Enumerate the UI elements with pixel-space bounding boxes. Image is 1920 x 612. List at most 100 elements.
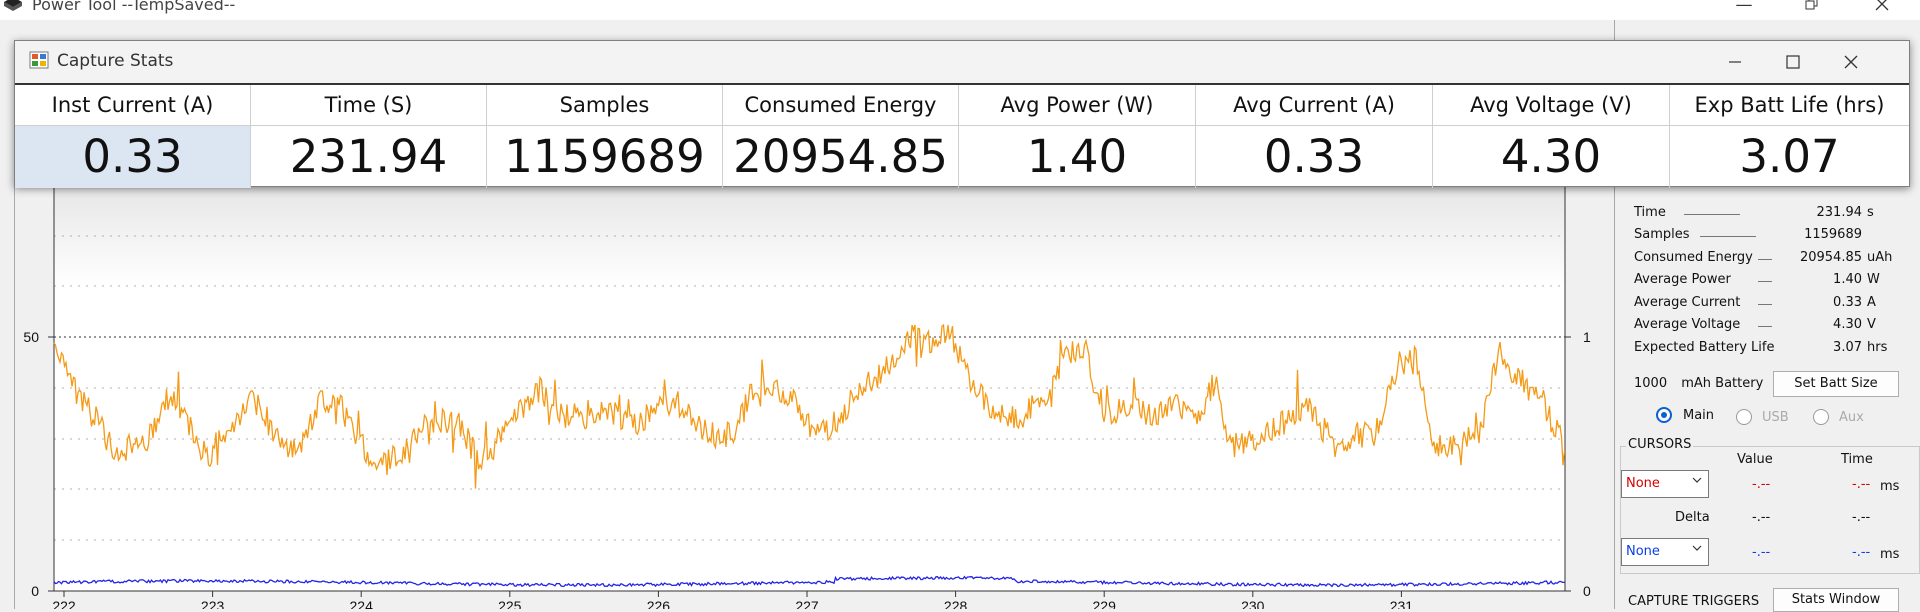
main-channel-radio[interactable] [1656,407,1672,423]
stat-label: Consumed Energy [1634,250,1753,265]
stats-minimize-icon[interactable] [1725,52,1745,72]
stat-row-expected-battery-life: Expected Battery Life 3.07 hrs [1634,340,1894,360]
x-tick-label: 223 [201,598,225,609]
stat-row-average-power: Average Power 1.40 W [1634,272,1894,292]
delta-time: -.-- [1852,510,1871,525]
stat-value: 4.30 [1833,317,1862,332]
stat-leader [1758,281,1772,282]
column-header: Avg Power (W) [959,85,1195,126]
voltage-trace [53,575,1565,588]
stat-unit: W [1867,272,1880,287]
x-tick-label: 228 [944,598,968,609]
close-button[interactable] [1870,0,1894,13]
cursors-group-title: CURSORS [1626,437,1694,452]
main-window-title: Power Tool --TempSaved-- [32,0,236,14]
chevron-down-icon [1692,477,1702,483]
column-value: 0.33 [1263,130,1365,183]
x-tick-label: 227 [795,598,819,609]
column-header: Samples [487,85,722,126]
column-header: Avg Current (A) [1196,85,1432,126]
restore-button[interactable] [1800,0,1824,13]
stat-column-avg-power[interactable]: Avg Power (W) 1.40 [959,85,1196,188]
cursor2-time: -.-- [1852,545,1871,560]
plot-area[interactable]: 50 0 1 0 222 223 224 225 226 227 228 229 230 231 [14,185,1611,609]
stat-column-time[interactable]: Time (S) 231.94 [251,85,487,188]
stat-column-samples[interactable]: Samples 1159689 [487,85,723,188]
stat-column-inst-current[interactable]: Inst Current (A) 0.33 [15,85,251,188]
waveform-chart[interactable]: 50 0 1 0 222 223 224 225 226 227 228 229 230 231 [15,185,1611,609]
x-axis-ticks: 222 223 224 225 226 227 228 229 230 231 [52,591,1413,609]
stat-leader [1700,236,1756,237]
column-header: Avg Voltage (V) [1433,85,1669,126]
aux-channel-radio[interactable] [1813,409,1829,425]
capture-stats-title: Capture Stats [57,51,174,71]
capture-stats-title-bar: Capture Stats [15,41,1909,83]
usb-channel-radio[interactable] [1736,409,1752,425]
column-value: 3.07 [1739,130,1840,183]
current-trace [53,323,1566,489]
stat-label: Samples [1634,227,1690,242]
set-batt-size-button[interactable]: Set Batt Size [1773,371,1899,397]
stat-unit: uAh [1867,250,1893,265]
main-title-bar: Power Tool --TempSaved-- — [0,0,1920,20]
minimize-button[interactable]: — [1735,0,1753,15]
cursor1-unit: ms [1880,479,1900,494]
cursor2-value: -.-- [1752,545,1771,560]
stat-row-samples: Samples 1159689 [1634,227,1894,247]
x-tick-label: 224 [350,598,374,609]
x-tick-label: 226 [647,598,671,609]
cursors-value-header: Value [1737,452,1773,467]
stat-column-avg-current[interactable]: Avg Current (A) 0.33 [1196,85,1433,188]
stat-column-avg-voltage[interactable]: Avg Voltage (V) 4.30 [1433,85,1670,188]
restore-icon [1805,0,1818,10]
column-value: 20954.85 [733,130,948,183]
stat-unit: s [1867,205,1874,220]
stat-row-consumed-energy: Consumed Energy 20954.85 uAh [1634,250,1894,270]
close-icon [1875,0,1889,11]
battery-size-label: mAh Battery [1681,376,1764,391]
column-header: Consumed Energy [723,85,958,126]
y-axis-ticks: 50 0 1 0 [23,329,1591,599]
stat-column-exp-batt-life[interactable]: Exp Batt Life (hrs) 3.07 [1670,85,1909,188]
column-value: 1.40 [1026,130,1128,183]
stat-value: 20954.85 [1799,250,1862,265]
x-tick-label: 230 [1241,598,1265,609]
stat-label: Expected Battery Life [1634,340,1775,355]
stats-maximize-icon[interactable] [1783,52,1803,72]
stat-leader [1758,326,1772,327]
stats-close-icon[interactable] [1841,52,1861,72]
cursor1-time: -.-- [1852,477,1871,492]
column-header: Time (S) [251,85,486,126]
stat-value: 1159689 [1804,227,1862,242]
x-tick-label: 222 [52,598,76,609]
column-header: Inst Current (A) [15,85,250,126]
main-channel-label: Main [1683,408,1715,423]
stat-row-average-voltage: Average Voltage 4.30 V [1634,317,1894,337]
battery-size-value: 1000 [1634,376,1668,391]
stat-unit: hrs [1867,340,1888,355]
stat-row-time: Time 231.94 s [1634,205,1894,225]
cursor1-select-value: None [1626,476,1660,491]
column-header: Exp Batt Life (hrs) [1670,85,1909,126]
cursor1-select[interactable]: None [1621,470,1709,498]
x-tick-label: 229 [1093,598,1117,609]
app-icon [4,0,22,11]
y-left-tick-label: 0 [31,583,39,599]
stat-unit: A [1867,295,1876,310]
stat-value: 231.94 [1816,205,1863,220]
stat-value: 3.07 [1833,340,1862,355]
chevron-down-icon [1692,545,1702,551]
stat-row-average-current: Average Current 0.33 A [1634,295,1894,315]
gridlines [54,185,1565,541]
stats-window-button[interactable]: Stats Window [1773,588,1899,612]
cursor2-select[interactable]: None [1621,538,1709,566]
stat-label: Average Current [1634,295,1741,310]
stat-column-consumed-energy[interactable]: Consumed Energy 20954.85 [723,85,959,188]
delta-value: -.-- [1752,510,1771,525]
stat-leader [1684,214,1740,215]
usb-channel-label: USB [1762,410,1789,425]
y-right-tick-label: 0 [1583,583,1591,599]
delta-label: Delta [1675,510,1710,525]
capture-triggers-title: CAPTURE TRIGGERS [1626,594,1762,609]
column-value: 0.33 [15,126,250,188]
